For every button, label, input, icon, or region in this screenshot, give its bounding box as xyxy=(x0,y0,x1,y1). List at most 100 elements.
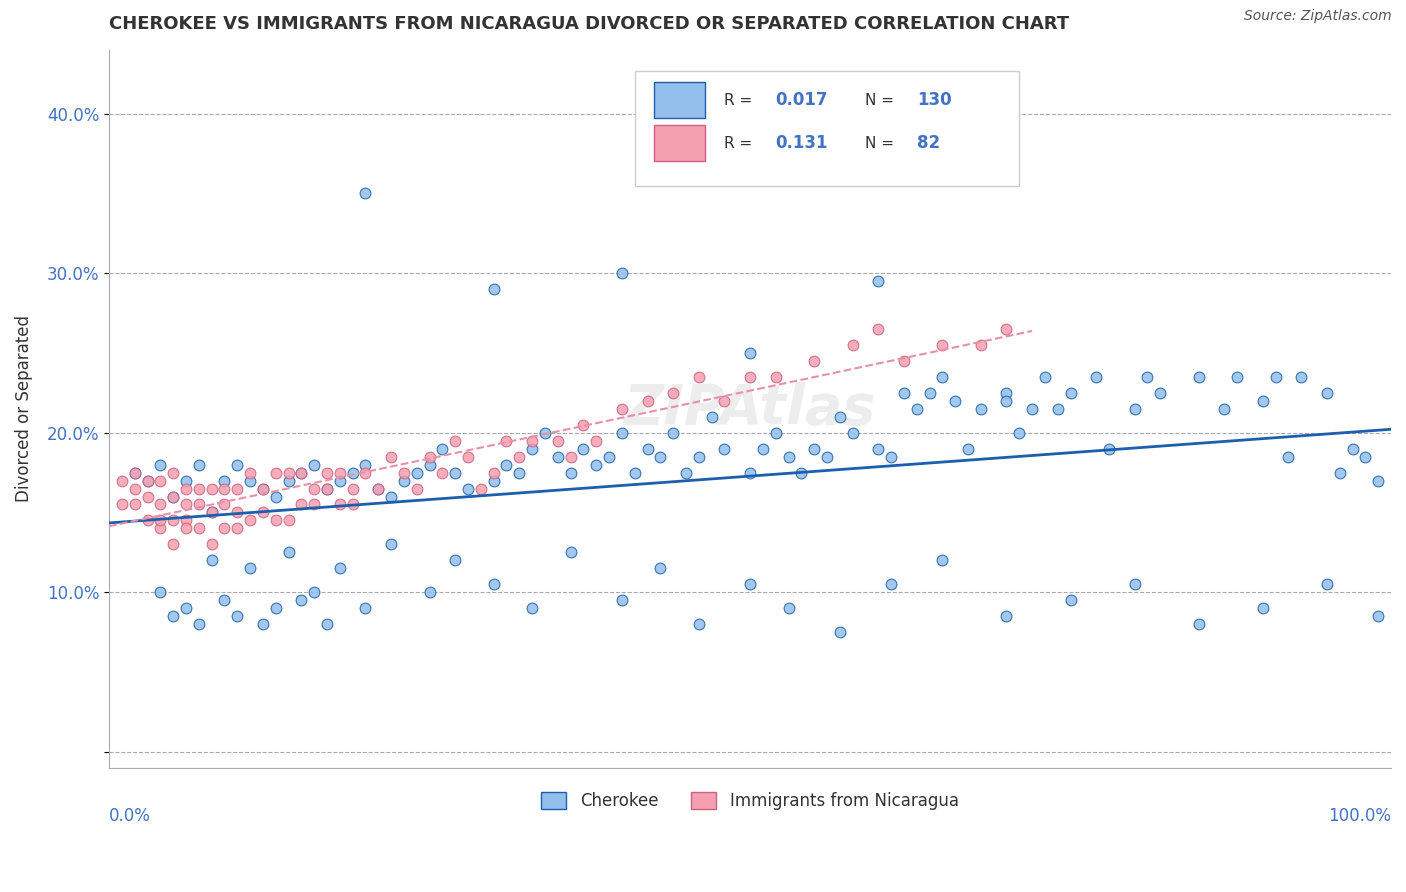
Point xyxy=(738,466,761,480)
Point xyxy=(124,466,146,480)
Point xyxy=(111,498,134,512)
FancyBboxPatch shape xyxy=(634,71,1019,186)
Point xyxy=(560,466,582,480)
Point xyxy=(893,385,915,400)
Point xyxy=(302,585,325,599)
Point xyxy=(277,513,299,527)
Point xyxy=(264,513,287,527)
Point xyxy=(136,474,159,488)
Point xyxy=(675,466,697,480)
Text: N =: N = xyxy=(866,93,900,108)
Point xyxy=(482,577,505,591)
Text: 82: 82 xyxy=(917,134,939,153)
Point xyxy=(688,450,710,464)
Point xyxy=(367,482,389,496)
Point xyxy=(162,490,184,504)
Point xyxy=(302,482,325,496)
Point xyxy=(239,466,262,480)
Text: N =: N = xyxy=(866,136,900,151)
Point xyxy=(623,466,645,480)
Point xyxy=(214,482,236,496)
Point xyxy=(560,450,582,464)
Point xyxy=(520,434,543,448)
Point xyxy=(214,521,236,535)
Point xyxy=(149,585,172,599)
Point xyxy=(444,466,467,480)
Point xyxy=(1123,401,1146,416)
Point xyxy=(1251,393,1274,408)
Point xyxy=(174,474,197,488)
Point xyxy=(392,474,415,488)
Point xyxy=(290,593,312,607)
Point xyxy=(354,458,377,472)
Point xyxy=(432,442,454,456)
Point xyxy=(650,450,672,464)
Point xyxy=(1149,385,1171,400)
Point xyxy=(380,537,402,551)
Point xyxy=(264,601,287,615)
Point xyxy=(738,577,761,591)
Point xyxy=(752,442,775,456)
Point xyxy=(342,466,364,480)
Point xyxy=(201,537,224,551)
Point xyxy=(713,393,735,408)
Point xyxy=(520,442,543,456)
Point xyxy=(226,506,249,520)
Point xyxy=(329,498,352,512)
Point xyxy=(149,458,172,472)
Text: R =: R = xyxy=(724,93,758,108)
Point xyxy=(149,498,172,512)
Point xyxy=(162,513,184,527)
Point xyxy=(868,322,890,336)
Point xyxy=(970,338,993,352)
Point xyxy=(1264,369,1286,384)
Point xyxy=(1367,474,1389,488)
Point xyxy=(252,482,274,496)
Point xyxy=(316,466,339,480)
Point xyxy=(290,466,312,480)
Point xyxy=(803,442,825,456)
Point xyxy=(277,474,299,488)
Point xyxy=(1188,617,1211,632)
Point xyxy=(239,561,262,575)
Point xyxy=(239,513,262,527)
FancyBboxPatch shape xyxy=(654,125,706,161)
Point xyxy=(201,506,224,520)
Text: 0.017: 0.017 xyxy=(776,91,828,109)
Point xyxy=(482,282,505,296)
Point xyxy=(354,186,377,201)
Point xyxy=(367,482,389,496)
Point xyxy=(419,585,441,599)
Point xyxy=(1354,450,1376,464)
Point xyxy=(688,617,710,632)
Point xyxy=(995,385,1018,400)
Point xyxy=(1341,442,1364,456)
Point xyxy=(201,482,224,496)
Point xyxy=(495,458,517,472)
Point xyxy=(316,482,339,496)
Point xyxy=(187,482,209,496)
Point xyxy=(174,601,197,615)
Point xyxy=(995,393,1018,408)
Point xyxy=(815,450,838,464)
Point xyxy=(136,490,159,504)
FancyBboxPatch shape xyxy=(654,82,706,118)
Point xyxy=(162,466,184,480)
Point xyxy=(688,369,710,384)
Point xyxy=(226,458,249,472)
Point xyxy=(650,561,672,575)
Point xyxy=(482,474,505,488)
Point xyxy=(610,401,633,416)
Point xyxy=(1226,369,1249,384)
Point xyxy=(1136,369,1159,384)
Point xyxy=(239,474,262,488)
Point xyxy=(214,593,236,607)
Point xyxy=(214,474,236,488)
Legend: Cherokee, Immigrants from Nicaragua: Cherokee, Immigrants from Nicaragua xyxy=(534,785,966,817)
Point xyxy=(277,466,299,480)
Point xyxy=(149,513,172,527)
Point xyxy=(943,393,966,408)
Point xyxy=(610,266,633,280)
Point xyxy=(149,521,172,535)
Point xyxy=(1316,385,1339,400)
